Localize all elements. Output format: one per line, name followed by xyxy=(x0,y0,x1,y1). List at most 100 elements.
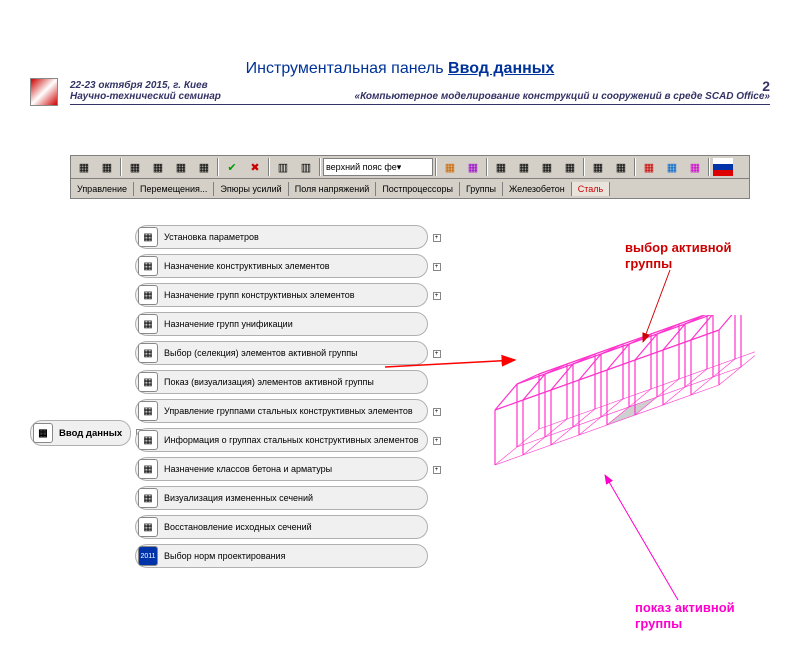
tab-displacements[interactable]: Перемещения... xyxy=(134,182,214,196)
root-menu-item: ▦ Ввод данных - xyxy=(30,420,131,446)
toolbar-button[interactable]: ▦ xyxy=(610,157,632,177)
toolbar-button[interactable]: ▦ xyxy=(147,157,169,177)
separator xyxy=(486,158,488,176)
expand-icon[interactable]: + xyxy=(433,437,441,445)
expand-icon[interactable]: + xyxy=(433,466,441,474)
toolbar-button[interactable]: ▦ xyxy=(73,157,95,177)
menu-label: Показ (визуализация) элементов активной … xyxy=(164,377,374,387)
steel-icon: ▦ xyxy=(138,401,158,421)
toolbar-button[interactable]: ▦ xyxy=(513,157,535,177)
menu-label: Назначение групп конструктивных элементо… xyxy=(164,290,355,300)
menu-label: Визуализация измененных сечений xyxy=(164,493,313,503)
toolbar-button[interactable]: ▦ xyxy=(661,157,683,177)
menu-unification[interactable]: ▦ Назначение групп унификации xyxy=(135,312,428,336)
tab-concrete[interactable]: Железобетон xyxy=(503,182,572,196)
menu-steel-info[interactable]: ▦ Информация о группах стальных конструкт… xyxy=(135,428,428,452)
menu-label: Установка параметров xyxy=(164,232,259,242)
tab-steel[interactable]: Сталь xyxy=(572,182,610,196)
toolbar-button[interactable]: ▦ xyxy=(638,157,660,177)
seminar-label: Научно-технический семинар xyxy=(70,91,221,102)
toolbar-button[interactable]: ▦ xyxy=(559,157,581,177)
flag-icon[interactable] xyxy=(712,157,734,177)
menu-show-group[interactable]: ▦ Показ (визуализация) элементов активной… xyxy=(135,370,428,394)
toolbar-button[interactable]: ▦ xyxy=(536,157,558,177)
tab-control[interactable]: Управление xyxy=(71,182,134,196)
menu-design-norms[interactable]: 2011 Выбор норм проектирования xyxy=(135,544,428,568)
expand-icon[interactable]: + xyxy=(433,408,441,416)
menu-label: Назначение конструктивных элементов xyxy=(164,261,330,271)
separator xyxy=(435,158,437,176)
menu-label: Ввод данных xyxy=(59,428,122,439)
params-icon: ▦ xyxy=(138,227,158,247)
toolbar-button[interactable]: ▦ xyxy=(170,157,192,177)
menu-column: ▦Установка параметров+ ▦Назначение конст… xyxy=(135,225,428,568)
structure-3d-view xyxy=(485,315,755,485)
menu-restore-sections[interactable]: ▦ Восстановление исходных сечений xyxy=(135,515,428,539)
main-toolbar: ▦ ▦ ▦ ▦ ▦ ▦ ✔ ✖ ▥ ▥ верхний пояс фе ▾ ▦ … xyxy=(70,155,750,179)
header-date: 22-23 октября 2015, г. Киев xyxy=(70,80,770,91)
separator xyxy=(583,158,585,176)
header: 22-23 октября 2015, г. Киев Научно-техни… xyxy=(30,80,770,105)
expand-icon[interactable]: + xyxy=(433,350,441,358)
annotation-select: выбор активной группы xyxy=(625,240,732,271)
tab-stress[interactable]: Поля напряжений xyxy=(289,182,377,196)
menu-label: Управление группами стальных конструктив… xyxy=(164,406,413,416)
groups-icon: ▦ xyxy=(138,285,158,305)
separator xyxy=(634,158,636,176)
page-title: Инструментальная панель Ввод данных xyxy=(0,60,800,78)
menu-root[interactable]: ▦ Ввод данных - xyxy=(30,420,131,446)
expand-icon[interactable]: + xyxy=(433,263,441,271)
norms-icon: 2011 xyxy=(138,546,158,566)
input-data-icon: ▦ xyxy=(33,423,53,443)
tab-groups[interactable]: Группы xyxy=(460,182,503,196)
toolbar-button[interactable]: ▦ xyxy=(490,157,512,177)
toolbar-button[interactable]: ▦ xyxy=(462,157,484,177)
separator xyxy=(268,158,270,176)
close-icon[interactable]: ✖ xyxy=(244,157,266,177)
toolbar-button[interactable]: ▦ xyxy=(96,157,118,177)
toolbar-button[interactable]: ▦ xyxy=(439,157,461,177)
menu-label: Восстановление исходных сечений xyxy=(164,522,312,532)
select-icon: ▦ xyxy=(138,343,158,363)
tab-postprocessors[interactable]: Постпроцессоры xyxy=(376,182,460,196)
concrete-icon: ▦ xyxy=(138,459,158,479)
title-emphasis: Ввод данных xyxy=(448,60,554,77)
toolbar-button[interactable]: ▥ xyxy=(272,157,294,177)
menu-parameters[interactable]: ▦Установка параметров+ xyxy=(135,225,428,249)
group-dropdown[interactable]: верхний пояс фе ▾ xyxy=(323,158,433,176)
toolbar-button[interactable]: ▦ xyxy=(587,157,609,177)
toolbar-button[interactable]: ▦ xyxy=(684,157,706,177)
toolbar-button[interactable]: ▦ xyxy=(193,157,215,177)
expand-icon[interactable]: + xyxy=(433,234,441,242)
title-prefix: Инструментальная панель xyxy=(246,60,448,77)
toolbar-button[interactable]: ▦ xyxy=(124,157,146,177)
menu-label: Назначение классов бетона и арматуры xyxy=(164,464,332,474)
menu-assign-groups[interactable]: ▦ Назначение групп конструктивных элемент… xyxy=(135,283,428,307)
viz-icon: ▦ xyxy=(138,488,158,508)
menu-label: Информация о группах стальных конструкти… xyxy=(164,435,419,445)
menu-concrete-class[interactable]: ▦Назначение классов бетона и арматуры+ xyxy=(135,457,428,481)
annotation-show: показ активной группы xyxy=(635,600,735,631)
separator xyxy=(217,158,219,176)
menu-assign-elements[interactable]: ▦Назначение конструктивных элементов+ xyxy=(135,254,428,278)
menu-steel-groups[interactable]: ▦ Управление группами стальных конструкти… xyxy=(135,399,428,423)
menu-select-group[interactable]: ▦ Выбор (селекция) элементов активной гру… xyxy=(135,341,428,365)
menu-visualize-sections[interactable]: ▦ Визуализация измененных сечений xyxy=(135,486,428,510)
assign-icon: ▦ xyxy=(138,256,158,276)
menu-label: Назначение групп унификации xyxy=(164,319,293,329)
restore-icon: ▦ xyxy=(138,517,158,537)
info-icon: ▦ xyxy=(138,430,158,450)
menu-label: Выбор норм проектирования xyxy=(164,551,285,561)
tab-bar: Управление Перемещения... Эпюры усилий П… xyxy=(70,179,750,199)
toolbar-button[interactable]: ▥ xyxy=(295,157,317,177)
separator xyxy=(319,158,321,176)
header-subtitle: Научно-технический семинар «Компьютерное… xyxy=(70,91,770,105)
separator xyxy=(708,158,710,176)
unif-icon: ▦ xyxy=(138,314,158,334)
expand-icon[interactable]: + xyxy=(433,292,441,300)
menu-label: Выбор (селекция) элементов активной груп… xyxy=(164,348,358,358)
show-icon: ▦ xyxy=(138,372,158,392)
toolbar-area: ▦ ▦ ▦ ▦ ▦ ▦ ✔ ✖ ▥ ▥ верхний пояс фе ▾ ▦ … xyxy=(70,155,750,199)
check-icon[interactable]: ✔ xyxy=(221,157,243,177)
tab-diagrams[interactable]: Эпюры усилий xyxy=(214,182,288,196)
